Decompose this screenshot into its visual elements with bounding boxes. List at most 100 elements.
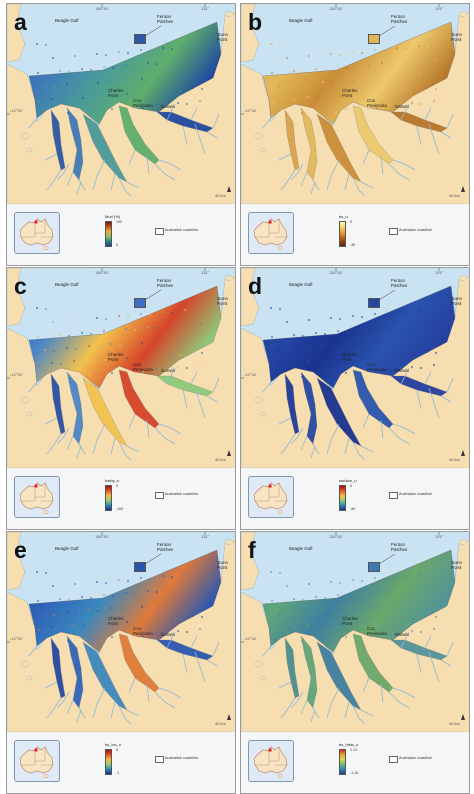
colorbar: [105, 485, 112, 511]
colorbar-low-label: -1.10: [350, 771, 358, 775]
coastline-legend-swatch: [389, 228, 398, 235]
colorbar-high-label: 0: [350, 484, 352, 488]
cox-peninsula-label: Cox Peninsula: [367, 626, 387, 636]
charles-point-label: Charles Point: [108, 616, 124, 626]
beagle-gulf-label: Beagle Gulf: [55, 18, 79, 23]
australia-inset-map: [15, 741, 59, 781]
beagle-gulf-label: Beagle Gulf: [55, 546, 79, 551]
study-area-marker: [35, 749, 38, 752]
colorbar-title: surface_u: [339, 478, 357, 483]
longitude-tick-label: 131°: [435, 534, 443, 539]
beagle-gulf-label: Beagle Gulf: [289, 18, 313, 23]
colorbar-title: Mud (%): [105, 214, 120, 219]
latitude-tick-label: -12°30': [10, 636, 23, 641]
scale-bar-label: 40 km: [449, 721, 460, 726]
longitude-tick-label: 130°30': [329, 534, 343, 539]
australia-inset: [14, 212, 60, 254]
colorbar-title: bs_u: [339, 214, 348, 219]
colorbar: [339, 221, 346, 247]
scale-bar-label: 40 km: [449, 457, 460, 462]
colorbar-low-label: -35: [350, 243, 355, 247]
harbour-map: [7, 4, 236, 204]
colorbar: [339, 749, 346, 775]
longitude-tick-label: 130°30': [95, 270, 109, 275]
australia-inset-map: [249, 477, 293, 517]
latitude-tick-label: -12°30': [10, 372, 23, 377]
map-panel-e: e Beagle Gulf Fenton Patches Gunn Point Char…: [6, 531, 236, 794]
map-panel-a: a Beagle Gulf Fenton Patches Gunn Point Char…: [6, 3, 236, 266]
australia-inset: [14, 476, 60, 518]
australia-inset: [14, 740, 60, 782]
fenton-patches-label: Fenton Patches: [391, 14, 407, 24]
coastline-legend-swatch: [389, 756, 398, 763]
cox-peninsula-label: Cox Peninsula: [367, 98, 387, 108]
scale-bar-label: 40 km: [215, 721, 226, 726]
fenton-patches-label: Fenton Patches: [391, 278, 407, 288]
harbour-map: [241, 532, 470, 732]
colorbar-high-label: 1.14: [350, 748, 357, 752]
longitude-tick-label: 131°: [201, 270, 209, 275]
gunn-point-label: Gunn Point: [217, 32, 228, 42]
study-area-marker: [269, 749, 272, 752]
coastline-legend-label: Australian coastline: [399, 756, 432, 760]
cox-peninsula-label: Cox Peninsula: [133, 362, 153, 372]
darwin-label: Darwin: [161, 104, 175, 109]
australia-inset-map: [15, 213, 59, 253]
darwin-label: Darwin: [161, 632, 175, 637]
darwin-label: Darwin: [395, 368, 409, 373]
colorbar-high-label: 8: [116, 748, 118, 752]
australia-inset-map: [249, 741, 293, 781]
harbour-map: [241, 268, 470, 468]
longitude-tick-label: 131°: [201, 6, 209, 11]
coastline-legend-label: Australian coastline: [399, 228, 432, 232]
beagle-gulf-label: Beagle Gulf: [289, 282, 313, 287]
coastline-legend-swatch: [155, 492, 164, 499]
charles-point-label: Charles Point: [342, 352, 358, 362]
longitude-tick-label: 131°: [435, 6, 443, 11]
colorbar: [105, 221, 112, 247]
map-panel-f: f Beagle Gulf Fenton Patches Gunn Point Char…: [240, 531, 470, 794]
scale-bar-label: 40 km: [215, 457, 226, 462]
colorbar-high-label: 0: [350, 220, 352, 224]
map-panel-b: b Beagle Gulf Fenton Patches Gunn Point Char…: [240, 3, 470, 266]
fenton-patches-swatch: [134, 34, 146, 44]
study-area-marker: [35, 221, 38, 224]
darwin-label: Darwin: [161, 368, 175, 373]
coastline-legend-label: Australian coastline: [399, 492, 432, 496]
cox-peninsula-label: Cox Peninsula: [133, 626, 153, 636]
harbour-map: [241, 4, 470, 204]
latitude-tick-label: -12°30': [244, 372, 257, 377]
panel-letter: d: [248, 273, 262, 300]
harbour-map: [7, 268, 236, 468]
charles-point-label: Charles Point: [342, 88, 358, 98]
australia-inset: [248, 212, 294, 254]
fenton-patches-swatch: [134, 298, 146, 308]
fenton-patches-swatch: [368, 298, 380, 308]
fenton-patches-label: Fenton Patches: [157, 278, 173, 288]
gunn-point-label: Gunn Point: [451, 296, 462, 306]
charles-point-label: Charles Point: [342, 616, 358, 626]
gunn-point-label: Gunn Point: [217, 560, 228, 570]
coastline-legend-swatch: [155, 228, 164, 235]
latitude-tick-label: -12°30': [244, 108, 257, 113]
fenton-patches-swatch: [368, 34, 380, 44]
gunn-point-label: Gunn Point: [451, 560, 462, 570]
colorbar-low-label: -100: [116, 507, 123, 511]
beagle-gulf-label: Beagle Gulf: [289, 546, 313, 551]
latitude-tick-label: -12°30': [10, 108, 23, 113]
panel-letter: c: [14, 273, 27, 300]
colorbar-title: bs_loc_u: [105, 742, 121, 747]
map-panel-d: d Beagle Gulf Fenton Patches Gunn Point Char…: [240, 267, 470, 530]
charles-point-label: Charles Point: [108, 88, 124, 98]
australia-inset: [248, 740, 294, 782]
panel-letter: e: [14, 537, 27, 564]
australia-inset-map: [15, 477, 59, 517]
longitude-tick-label: 130°30': [95, 534, 109, 539]
coastline-legend-swatch: [155, 756, 164, 763]
gunn-point-label: Gunn Point: [217, 296, 228, 306]
coastline-legend-label: Australian coastline: [165, 492, 198, 496]
longitude-tick-label: 131°: [201, 534, 209, 539]
colorbar-low-label: -1: [116, 771, 119, 775]
fenton-patches-label: Fenton Patches: [157, 542, 173, 552]
